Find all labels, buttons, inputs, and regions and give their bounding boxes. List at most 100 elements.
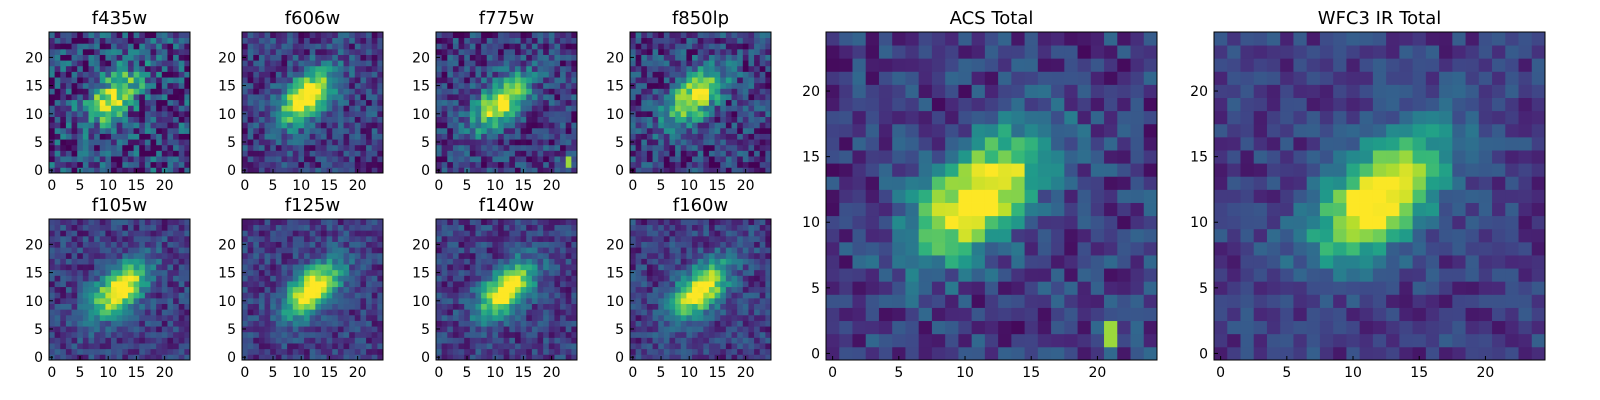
heatmap-cell: [304, 219, 311, 226]
heatmap-cell: [349, 314, 356, 321]
heatmap-cell: [635, 161, 642, 168]
heatmap-cell: [99, 133, 106, 140]
heatmap-cell: [669, 326, 676, 333]
heatmap-cell: [127, 337, 134, 344]
heatmap-cell: [111, 224, 118, 231]
heatmap-cell: [122, 331, 129, 338]
heatmap-cell: [486, 252, 493, 259]
heatmap-cell: [287, 150, 294, 157]
heatmap-cell: [270, 343, 277, 350]
heatmap-cell: [469, 48, 476, 55]
heatmap-cell: [304, 235, 311, 242]
heatmap-cell: [436, 224, 443, 231]
heatmap-cell: [686, 252, 693, 259]
heatmap-cell: [514, 54, 521, 61]
heatmap-cell: [156, 82, 163, 89]
heatmap-cell: [486, 48, 493, 55]
heatmap-cell: [703, 275, 710, 282]
heatmap-cell: [304, 144, 311, 151]
heatmap-cell: [680, 37, 687, 44]
heatmap-cell: [178, 235, 185, 242]
heatmap-cell: [292, 167, 299, 174]
heatmap-cell: [94, 235, 101, 242]
heatmap-cell: [509, 144, 516, 151]
heatmap-cell: [178, 43, 185, 50]
heatmap-cell: [88, 156, 95, 163]
heatmap-cell: [258, 241, 265, 248]
heatmap-cell: [88, 331, 95, 338]
heatmap-cell: [71, 88, 78, 95]
heatmap-cell: [692, 161, 699, 168]
heatmap-cell: [292, 309, 299, 316]
heatmap-cell: [469, 161, 476, 168]
heatmap-cell: [486, 343, 493, 350]
heatmap-cell: [526, 354, 533, 361]
heatmap-cell: [675, 354, 682, 361]
heatmap-cell: [94, 224, 101, 231]
heatmap-cell: [371, 337, 378, 344]
heatmap-cell: [481, 71, 488, 78]
heatmap-cell: [503, 297, 510, 304]
heatmap-cell: [122, 224, 129, 231]
heatmap-cell: [116, 71, 123, 78]
heatmap-cell: [60, 331, 67, 338]
heatmap-cell: [65, 99, 72, 106]
heatmap-cell: [150, 94, 157, 101]
heatmap-cell: [469, 167, 476, 174]
heatmap-cell: [447, 337, 454, 344]
heatmap-cell: [150, 144, 157, 151]
heatmap-cell: [697, 110, 704, 117]
heatmap-cell: [641, 88, 648, 95]
heatmap-cell: [264, 320, 271, 327]
heatmap-cell: [275, 286, 282, 293]
heatmap-cell: [703, 133, 710, 140]
heatmap-cell: [71, 258, 78, 265]
heatmap-cell: [122, 133, 129, 140]
heatmap-cell: [520, 105, 527, 112]
heatmap-cell: [754, 161, 761, 168]
panel-title: f606w: [285, 8, 340, 29]
heatmap-cell: [281, 65, 288, 72]
heatmap-cell: [242, 303, 249, 310]
heatmap-cell: [436, 337, 443, 344]
heatmap-cell: [481, 94, 488, 101]
heatmap-cell: [565, 258, 572, 265]
heatmap-cell: [94, 297, 101, 304]
heatmap-cell: [669, 144, 676, 151]
heatmap-cell: [754, 337, 761, 344]
heatmap-cell: [543, 144, 550, 151]
heatmap-cell: [531, 354, 538, 361]
heatmap-cell: [447, 54, 454, 61]
heatmap-cell: [475, 127, 482, 134]
heatmap-cell: [641, 314, 648, 321]
heatmap-cell: [371, 43, 378, 50]
y-tick-label: 15: [606, 79, 624, 95]
heatmap-cell: [469, 54, 476, 61]
heatmap-cell: [486, 247, 493, 254]
heatmap-cell: [565, 54, 572, 61]
heatmap-cell: [253, 264, 260, 271]
heatmap-cell: [475, 60, 482, 67]
heatmap-cell: [264, 314, 271, 321]
heatmap-cell: [548, 247, 555, 254]
heatmap-cell: [680, 281, 687, 288]
heatmap-cell: [127, 326, 134, 333]
heatmap-cell: [560, 37, 567, 44]
heatmap-cell: [469, 65, 476, 72]
heatmap-cell: [697, 258, 704, 265]
heatmap-cell: [122, 252, 129, 259]
heatmap-cell: [697, 297, 704, 304]
heatmap-cell: [452, 77, 459, 84]
heatmap-cell: [554, 116, 561, 123]
heatmap-cell: [531, 82, 538, 89]
heatmap-cell: [156, 224, 163, 231]
heatmap-cell: [82, 275, 89, 282]
heatmap-cell: [503, 219, 510, 226]
heatmap-cell: [320, 65, 327, 72]
heatmap-cell: [360, 127, 367, 134]
heatmap-cell: [447, 167, 454, 174]
heatmap-cell: [692, 281, 699, 288]
heatmap-cell: [315, 314, 322, 321]
heatmap-cell: [692, 286, 699, 293]
heatmap-cell: [737, 88, 744, 95]
